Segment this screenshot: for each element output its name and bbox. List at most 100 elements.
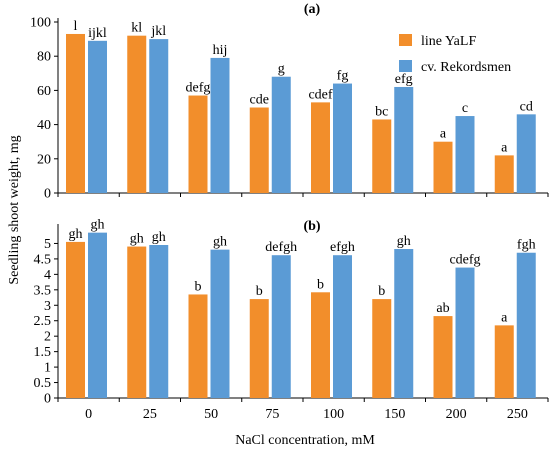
bar-yalf xyxy=(494,155,514,193)
bar-significance-label: efgh xyxy=(330,240,355,255)
bar-rekordsmen xyxy=(394,86,414,193)
bar-rekordsmen xyxy=(271,76,291,193)
y-tick-label: 40 xyxy=(37,118,51,133)
bar-significance-label: l xyxy=(74,19,78,34)
bar-yalf xyxy=(311,102,330,193)
y-tick-label: 1 xyxy=(44,361,51,376)
bar-significance-label: b xyxy=(317,277,324,292)
bar-significance-label: bc xyxy=(375,104,388,119)
bar-significance-label: b xyxy=(256,284,263,299)
panel-label: (a) xyxy=(304,2,321,17)
bar-rekordsmen xyxy=(88,232,107,398)
y-tick-label: 0.5 xyxy=(34,376,52,391)
y-tick-label: 0 xyxy=(44,187,51,202)
bar-rekordsmen xyxy=(516,114,536,193)
bar-yalf xyxy=(188,294,208,398)
x-tick-label: 50 xyxy=(204,407,218,422)
x-tick-label: 200 xyxy=(446,407,467,422)
y-tick-label: 100 xyxy=(30,16,51,31)
bar-significance-label: ijkl xyxy=(88,26,107,41)
bar-rekordsmen xyxy=(149,39,169,193)
bar-rekordsmen xyxy=(333,255,352,398)
bar-significance-label: efg xyxy=(395,72,413,87)
y-tick-label: 2 xyxy=(44,330,51,345)
bar-significance-label: gh xyxy=(91,218,105,233)
bar-significance-label: gh xyxy=(213,235,227,250)
chart-panel-b: (b)00.511.522.533.544.550 25 50 75 100 150 200… xyxy=(34,218,549,422)
y-tick-label: 80 xyxy=(37,50,51,65)
bar-yalf xyxy=(127,246,147,398)
bar-significance-label: c xyxy=(462,101,468,116)
legend: line YaLF cv. Rekordsmen xyxy=(399,34,511,75)
bar-significance-label: fg xyxy=(337,69,349,84)
bar-yalf xyxy=(127,35,147,194)
bar-significance-label: cd xyxy=(520,99,533,114)
y-tick-label: 3 xyxy=(44,299,51,314)
bar-rekordsmen xyxy=(516,252,536,398)
bar-significance-label: kl xyxy=(131,21,142,36)
panel-label: (b) xyxy=(303,219,320,234)
y-tick-label: 3.5 xyxy=(34,283,52,298)
y-tick-label: 60 xyxy=(37,84,51,99)
bar-significance-label: cde xyxy=(250,93,269,108)
legend-swatch xyxy=(399,34,412,46)
bar-significance-label: defgh xyxy=(265,240,297,255)
bar-yalf xyxy=(66,33,85,193)
y-tick-label: 2.5 xyxy=(34,314,52,329)
x-tick-label: 100 xyxy=(323,407,344,422)
x-tick-label: 0 xyxy=(85,407,92,422)
y-tick-label: 5 xyxy=(44,237,51,252)
y-axis-title: Seedling shoot weight, mg xyxy=(7,135,22,284)
bar-rekordsmen xyxy=(271,255,291,398)
bar-rekordsmen xyxy=(210,249,230,398)
bar-rekordsmen xyxy=(455,267,475,398)
bar-yalf xyxy=(249,107,269,193)
bar-yalf xyxy=(433,141,453,193)
x-axis-title: NaCl concentration, mM xyxy=(235,433,375,448)
bar-significance-label: hij xyxy=(213,43,228,58)
bar-significance-label: defg xyxy=(186,81,211,96)
y-tick-label: 4 xyxy=(44,268,51,283)
legend-label: line YaLF xyxy=(421,34,476,49)
y-tick-label: 4.5 xyxy=(34,252,52,267)
x-tick-label: 250 xyxy=(507,407,528,422)
bar-yalf xyxy=(249,299,269,398)
bar-significance-label: b xyxy=(195,279,202,294)
bar-rekordsmen xyxy=(333,83,352,193)
bar-significance-label: gh xyxy=(397,234,411,249)
bar-rekordsmen xyxy=(149,245,169,398)
bar-yalf xyxy=(188,95,208,193)
bar-significance-label: g xyxy=(278,62,285,77)
bar-yalf xyxy=(433,316,453,398)
bar-yalf xyxy=(372,299,392,398)
bar-significance-label: gh xyxy=(130,232,144,247)
bar-yalf xyxy=(311,292,330,398)
bar-significance-label: a xyxy=(440,127,447,142)
bar-rekordsmen xyxy=(394,249,414,398)
bar-significance-label: jkl xyxy=(150,24,166,39)
bar-significance-label: gh xyxy=(69,227,83,242)
y-tick-label: 20 xyxy=(37,152,51,167)
bar-rekordsmen xyxy=(88,40,107,194)
bar-yalf xyxy=(494,325,514,398)
x-tick-label: 150 xyxy=(384,407,405,422)
bar-yalf xyxy=(372,119,392,193)
y-tick-label: 1.5 xyxy=(34,345,52,360)
y-tick-label: 0 xyxy=(44,392,51,407)
bar-significance-label: b xyxy=(378,284,385,299)
bar-significance-label: cdef xyxy=(308,87,332,102)
bar-significance-label: ab xyxy=(436,301,449,316)
bar-significance-label: cdefg xyxy=(449,253,480,268)
legend-label: cv. Rekordsmen xyxy=(421,60,511,75)
bar-significance-label: gh xyxy=(152,230,166,245)
bar-yalf xyxy=(66,241,85,398)
x-tick-label: 75 xyxy=(265,407,279,422)
legend-swatch xyxy=(399,60,412,72)
bar-significance-label: a xyxy=(501,310,508,325)
chart-panel-a: (a) 0 20 40 60 80 100 l kl defg cde cdef bc a a ijkl jkl… xyxy=(30,2,549,202)
x-tick-label: 25 xyxy=(143,407,157,422)
bar-significance-label: a xyxy=(501,140,508,155)
bar-significance-label: fgh xyxy=(517,238,536,253)
